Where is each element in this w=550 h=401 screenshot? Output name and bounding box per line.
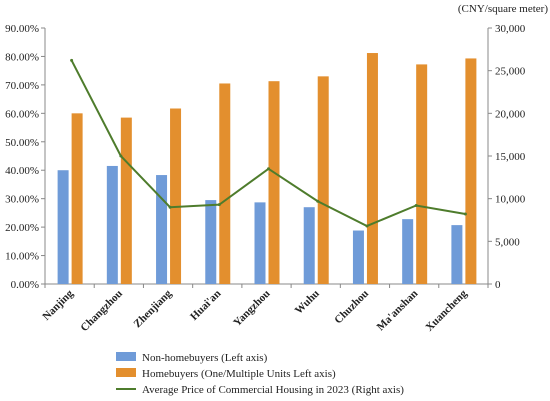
left-axis-tick-label: 60.00% [5, 108, 39, 120]
bar-homebuyers [465, 58, 477, 285]
right-axis-tick-label: 20,000 [495, 108, 526, 120]
right-axis-tick-label: 5,000 [495, 236, 520, 248]
bar-non-homebuyers [205, 200, 217, 284]
bar-homebuyers [366, 53, 378, 284]
bar-non-homebuyers [156, 175, 168, 284]
category-label: Yangzhou [231, 288, 272, 329]
bar-non-homebuyers [402, 219, 414, 284]
price-point [414, 203, 418, 207]
price-line [70, 58, 467, 228]
tick-labels: 0.00% 10.00% 20.00% 30.00% 40.00% 50.00% 60.00… [5, 23, 526, 334]
category-label: Nanjing [40, 287, 76, 323]
category-label: Huai'an [188, 288, 223, 323]
axes [41, 27, 492, 288]
legend-label: Homebuyers (One/Multiple Units Left axis… [142, 368, 336, 380]
bar-non-homebuyers [57, 170, 69, 284]
right-axis-unit-label: (CNY/square meter) [458, 3, 548, 15]
bar-homebuyers [120, 117, 132, 284]
bar-homebuyers [416, 64, 428, 284]
bar-homebuyers [268, 81, 280, 285]
left-axis-tick-label: 70.00% [5, 80, 39, 92]
category-label: Zhenjiang [132, 287, 175, 330]
left-axis-tick-label: 10.00% [5, 251, 39, 263]
price-point [168, 205, 172, 209]
right-axis-tick-label: 0 [495, 279, 501, 291]
bar-homebuyers [219, 83, 231, 284]
category-label: Ma'anshan [375, 288, 421, 334]
right-axis-tick-label: 25,000 [495, 66, 526, 78]
bar-homebuyers [170, 108, 182, 285]
legend: Non-homebuyers (Left axis) Homebuyers (On… [116, 352, 404, 396]
left-axis-tick-label: 80.00% [5, 51, 39, 63]
left-axis-tick-label: 90.00% [5, 23, 39, 35]
bar-non-homebuyers [254, 202, 266, 284]
right-axis-tick-label: 10,000 [495, 194, 526, 206]
price-point [463, 212, 467, 216]
bars [57, 53, 477, 285]
price-point [217, 203, 221, 207]
price-point [267, 167, 270, 171]
legend-swatch-non-homebuyers [116, 352, 136, 361]
bar-non-homebuyers [451, 225, 463, 284]
bar-homebuyers [71, 113, 83, 284]
bar-non-homebuyers [303, 207, 315, 284]
left-axis-tick-label: 40.00% [5, 165, 39, 177]
left-axis-tick-label: 50.00% [5, 137, 39, 149]
price-point [119, 154, 123, 158]
category-label: Changzhou [78, 288, 125, 335]
category-label: Xuancheng [423, 287, 469, 333]
price-point [316, 199, 320, 203]
legend-label: Average Price of Commercial Housing in 2… [142, 384, 404, 396]
legend-label: Non-homebuyers (Left axis) [142, 352, 268, 364]
legend-swatch-homebuyers [116, 368, 136, 377]
right-axis-tick-label: 30,000 [495, 23, 526, 35]
left-axis-tick-label: 0.00% [11, 279, 39, 291]
bar-non-homebuyers [352, 230, 364, 284]
right-axis-tick-label: 15,000 [495, 151, 526, 163]
price-point [70, 58, 74, 62]
left-axis-tick-label: 30.00% [5, 194, 39, 206]
price-point [365, 224, 369, 228]
bar-homebuyers [317, 76, 329, 284]
bar-non-homebuyers [106, 165, 118, 284]
category-label: Wuhu [293, 288, 322, 317]
left-axis-tick-label: 20.00% [5, 222, 39, 234]
category-label: Chuzhou [332, 288, 371, 327]
